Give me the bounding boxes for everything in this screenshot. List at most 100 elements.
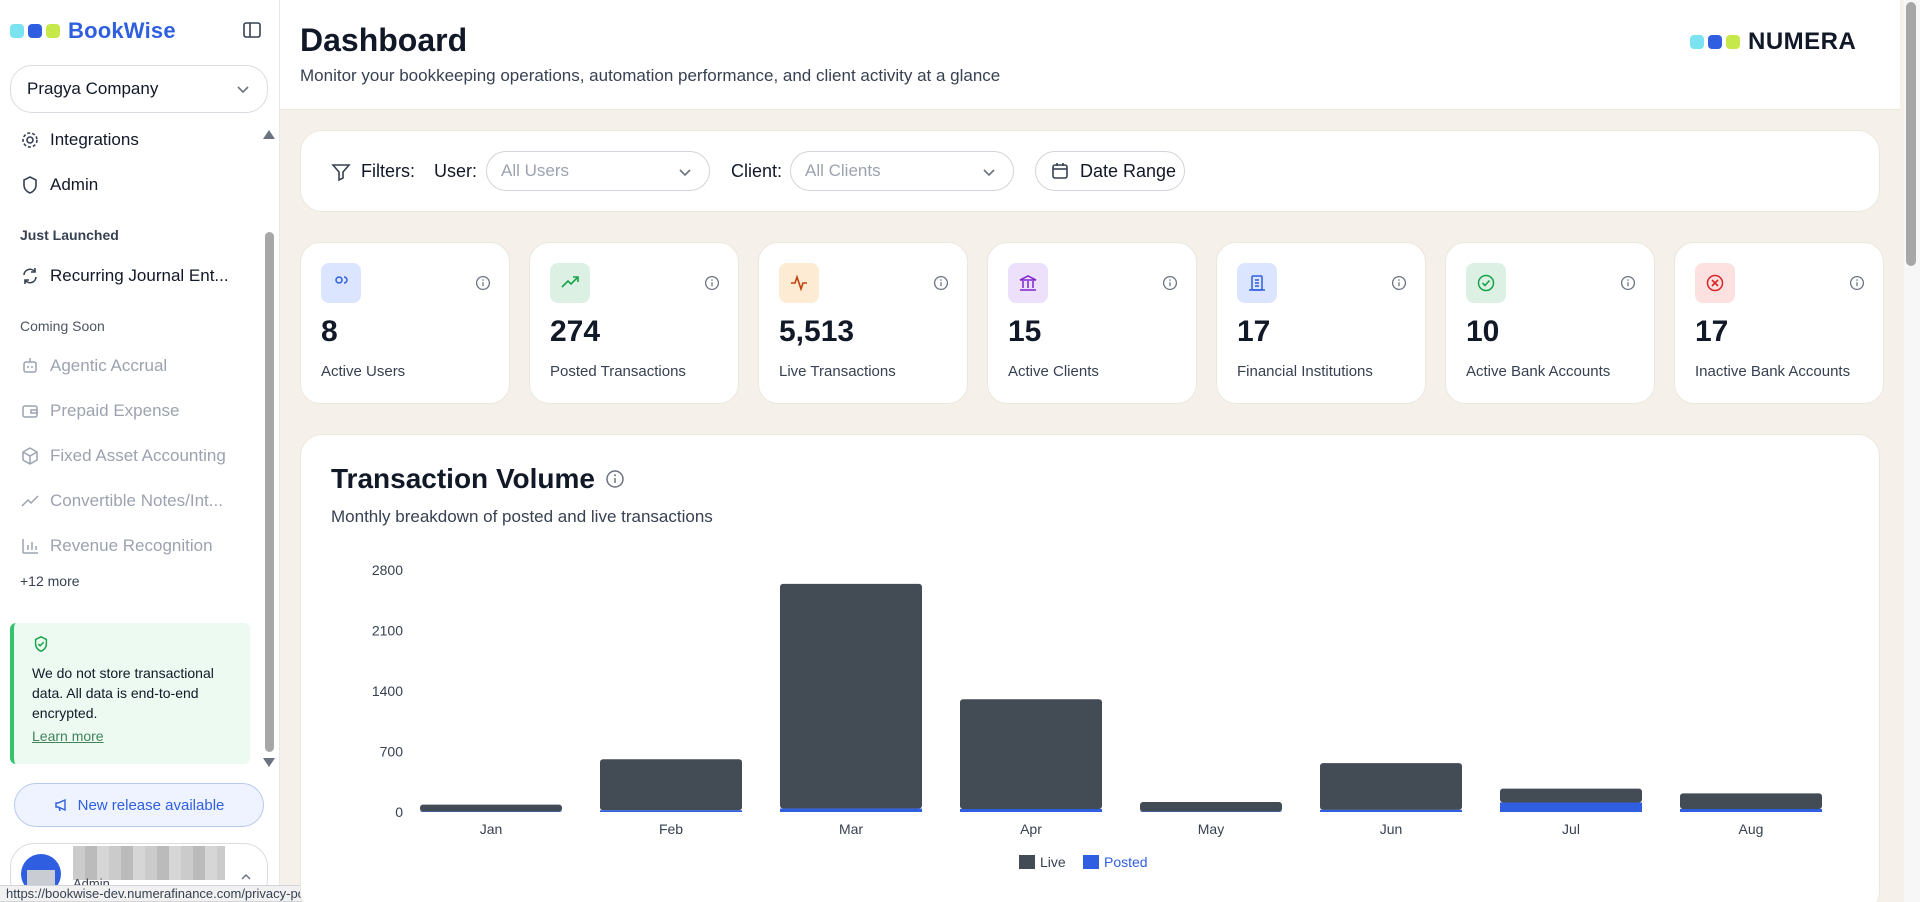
transaction-volume-chart: 0 700 1400 2100 2800 Jan Feb Mar Apr May Jun Jul Aug… [372, 562, 1822, 870]
company-select-value: Pragya Company [27, 79, 159, 98]
learn-more-link[interactable]: Learn more [32, 728, 104, 744]
chevron-down-icon [237, 86, 249, 94]
stat-value: 274 [550, 315, 601, 348]
stat-card: 10 Active Bank Accounts [1445, 242, 1655, 404]
legend-swatch-posted [1083, 855, 1099, 869]
x-tick-label: Mar [839, 821, 863, 837]
client-filter-label: Client: [731, 161, 783, 181]
y-tick-label: 700 [380, 744, 404, 760]
y-tick-label: 2100 [372, 623, 403, 639]
brand-logo[interactable]: BookWise [10, 18, 176, 44]
user-name-redacted [73, 846, 225, 880]
legend-label-live: Live [1040, 854, 1066, 870]
page-subtitle: Monitor your bookkeeping operations, aut… [300, 66, 1001, 85]
sidebar-item-revenue-recognition[interactable]: Revenue Recognition [20, 533, 213, 559]
sidebar-scrollbar[interactable] [265, 232, 274, 752]
bar-live-jul [1500, 788, 1642, 803]
bar-live-may [1140, 802, 1282, 812]
chevron-down-icon [679, 169, 691, 177]
more-items-link[interactable]: +12 more [20, 573, 80, 589]
sidebar-item-label: Fixed Asset Accounting [50, 446, 226, 465]
info-icon[interactable] [1620, 275, 1636, 291]
stat-label: Active Clients [1008, 363, 1099, 380]
chevron-down-icon [983, 169, 995, 177]
users-icon [321, 263, 361, 303]
x-tick-label: Apr [1020, 821, 1042, 837]
scroll-down-arrow-icon[interactable] [263, 758, 275, 767]
stat-label: Active Bank Accounts [1466, 363, 1611, 380]
stat-label: Live Transactions [779, 363, 896, 380]
info-icon[interactable] [933, 275, 949, 291]
page-title: Dashboard [300, 22, 468, 58]
sidebar: BookWise Pragya Company Integrations Adm… [0, 0, 280, 902]
sidebar-toggle-icon[interactable] [242, 20, 262, 40]
numera-logo: NUMERA [1690, 28, 1856, 56]
info-icon[interactable] [1849, 275, 1865, 291]
gear-icon [20, 130, 40, 150]
info-icon[interactable] [704, 275, 720, 291]
x-tick-label: Jan [480, 821, 503, 837]
stat-label: Inactive Bank Accounts [1695, 363, 1851, 380]
info-icon[interactable] [1391, 275, 1407, 291]
bar-posted-mar [780, 808, 922, 812]
security-notice-text: We do not store transactional data. All … [32, 665, 214, 721]
stat-value: 17 [1695, 315, 1729, 348]
bar-posted-jul [1500, 802, 1642, 812]
sidebar-item-agentic-accrual[interactable]: Agentic Accrual [20, 353, 167, 379]
sidebar-item-recurring-journal[interactable]: Recurring Journal Ent... [20, 263, 229, 289]
legend-swatch-live [1019, 855, 1035, 869]
sidebar-item-prepaid-expense[interactable]: Prepaid Expense [20, 398, 179, 424]
bar-live-apr [960, 699, 1102, 809]
x-tick-label: Jul [1562, 821, 1580, 837]
trending-up-icon [550, 263, 590, 303]
bar-posted-jun [1320, 809, 1462, 812]
stat-label: Active Users [321, 363, 406, 380]
bar-live-jun [1320, 763, 1462, 810]
activity-icon [779, 263, 819, 303]
brand-dots-icon [10, 24, 60, 38]
calendar-icon [1050, 161, 1070, 181]
date-range-button[interactable]: Date Range [1035, 151, 1185, 191]
bar-live-aug [1680, 793, 1822, 809]
stat-value: 8 [321, 315, 338, 348]
stat-card: 274 Posted Transactions [529, 242, 739, 404]
sidebar-item-admin[interactable]: Admin [20, 172, 98, 198]
user-filter-label: User: [434, 161, 478, 181]
client-filter-select[interactable]: All Clients [790, 151, 1014, 191]
new-release-button[interactable]: New release available [14, 783, 264, 827]
sidebar-item-fixed-asset[interactable]: Fixed Asset Accounting [20, 443, 226, 469]
company-select[interactable]: Pragya Company [10, 65, 268, 113]
chart-subtitle: Monthly breakdown of posted and live tra… [331, 507, 713, 526]
info-icon[interactable] [475, 275, 491, 291]
filters-bar: Filters: User: All Users Client: All Cli… [300, 130, 1880, 212]
box-icon [20, 446, 40, 466]
transaction-volume-card: Transaction Volume Monthly breakdown of … [300, 434, 1880, 902]
check-circle-icon [1466, 263, 1506, 303]
user-filter-select[interactable]: All Users [486, 151, 710, 191]
legend-label-posted: Posted [1104, 854, 1148, 870]
filter-icon [331, 163, 351, 181]
sidebar-item-label: Agentic Accrual [50, 356, 168, 375]
bar-live-jan [420, 804, 562, 812]
page-header: Dashboard Monitor your bookkeeping opera… [280, 0, 1900, 110]
sidebar-item-label: Revenue Recognition [50, 536, 213, 555]
stat-card: 8 Active Users [300, 242, 510, 404]
client-filter-value: All Clients [805, 161, 881, 180]
sidebar-item-label: Admin [50, 175, 99, 194]
sidebar-item-integrations[interactable]: Integrations [20, 127, 139, 153]
sidebar-item-convertible-notes[interactable]: Convertible Notes/Int... [20, 488, 223, 514]
info-icon[interactable] [605, 469, 625, 489]
trend-icon [20, 491, 40, 511]
shield-check-icon [32, 635, 50, 653]
sidebar-item-label: Prepaid Expense [50, 401, 180, 420]
bank-icon [1008, 263, 1048, 303]
stat-label: Financial Institutions [1237, 363, 1373, 380]
main-scrollbar-thumb[interactable] [1906, 2, 1916, 266]
stat-card: 15 Active Clients [987, 242, 1197, 404]
sidebar-item-label: Integrations [50, 130, 139, 149]
robot-icon [20, 356, 40, 376]
scroll-up-arrow-icon[interactable] [263, 130, 275, 139]
status-bar-url: https://bookwise-dev.numerafinance.com/p… [0, 885, 331, 902]
y-tick-label: 1400 [372, 683, 403, 699]
info-icon[interactable] [1162, 275, 1178, 291]
